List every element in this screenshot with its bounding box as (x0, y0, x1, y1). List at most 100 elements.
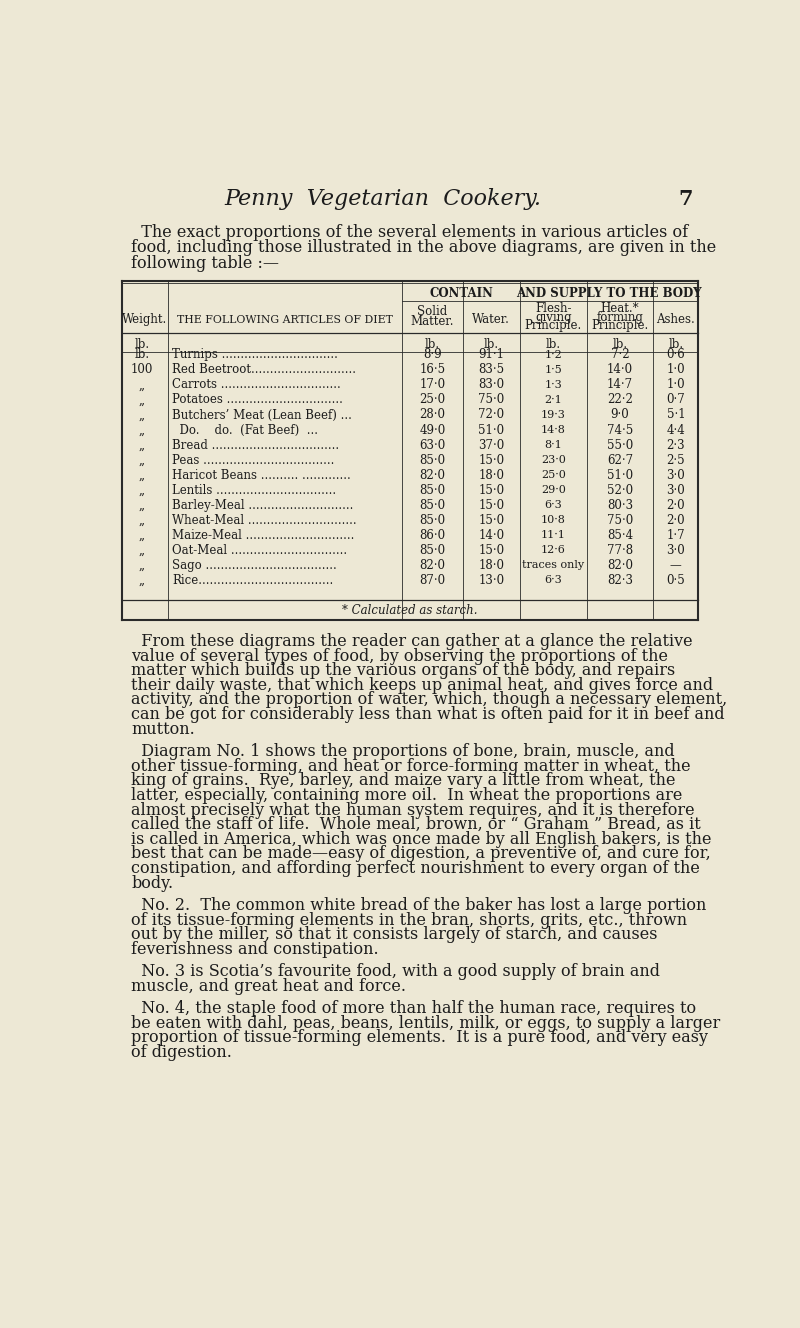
Text: 0·6: 0·6 (666, 348, 685, 361)
Text: Turnips ...............................: Turnips ............................... (172, 348, 338, 361)
Text: 6·3: 6·3 (545, 501, 562, 510)
Text: activity, and the proportion of water, which, though a necessary element,: activity, and the proportion of water, w… (131, 692, 727, 708)
Text: „: „ (139, 483, 145, 497)
Text: Lentils ................................: Lentils ................................ (172, 483, 336, 497)
Text: Solid: Solid (418, 305, 448, 319)
Text: 0·7: 0·7 (666, 393, 685, 406)
Text: 62·7: 62·7 (607, 454, 633, 466)
Text: Wheat-Meal .............................: Wheat-Meal ............................. (172, 514, 357, 527)
Text: 82·0: 82·0 (607, 559, 633, 571)
Text: lb.: lb. (134, 337, 150, 351)
Text: 14·0: 14·0 (478, 529, 505, 542)
Text: Sago ...................................: Sago ................................... (172, 559, 337, 571)
Text: „: „ (139, 574, 145, 587)
Text: Weight.: Weight. (122, 313, 167, 325)
Text: 15·0: 15·0 (478, 543, 505, 556)
Text: Oat-Meal ...............................: Oat-Meal ............................... (172, 543, 347, 556)
Text: 85·0: 85·0 (419, 514, 446, 527)
Text: „: „ (139, 543, 145, 556)
Text: Barley-Meal ............................: Barley-Meal ............................ (172, 498, 354, 511)
Text: 72·0: 72·0 (478, 409, 505, 421)
Text: 25·0: 25·0 (419, 393, 446, 406)
Text: body.: body. (131, 875, 173, 891)
Text: lb.: lb. (134, 348, 150, 361)
Text: proportion of tissue-forming elements.  It is a pure food, and very easy: proportion of tissue-forming elements. I… (131, 1029, 708, 1046)
Text: best that can be made—easy of digestion, a preventive of, and cure for,: best that can be made—easy of digestion,… (131, 846, 710, 862)
Text: 51·0: 51·0 (478, 424, 505, 437)
Text: „: „ (139, 498, 145, 511)
Text: 13·0: 13·0 (478, 574, 505, 587)
Text: 18·0: 18·0 (478, 469, 504, 482)
Text: 85·0: 85·0 (419, 454, 446, 466)
Text: 51·0: 51·0 (607, 469, 633, 482)
Text: 1·7: 1·7 (666, 529, 685, 542)
Text: 15·0: 15·0 (478, 498, 505, 511)
Text: giving: giving (535, 311, 572, 324)
Text: 4·4: 4·4 (666, 424, 685, 437)
Text: 0·5: 0·5 (666, 574, 685, 587)
Text: 82·0: 82·0 (419, 469, 446, 482)
Text: 83·0: 83·0 (478, 378, 505, 392)
Text: 75·0: 75·0 (607, 514, 633, 527)
Text: almost precisely what the human system requires, and it is therefore: almost precisely what the human system r… (131, 802, 694, 818)
Text: 28·0: 28·0 (419, 409, 446, 421)
Text: can be got for considerably less than what is often paid for it in beef and: can be got for considerably less than wh… (131, 706, 725, 722)
Text: king of grains.  Rye, barley, and maize vary a little from wheat, the: king of grains. Rye, barley, and maize v… (131, 773, 675, 789)
Text: 17·0: 17·0 (419, 378, 446, 392)
Text: —: — (670, 559, 682, 571)
Text: Principle.: Principle. (591, 319, 649, 332)
Text: Peas ...................................: Peas ................................... (172, 454, 334, 466)
Text: 91·1: 91·1 (478, 348, 504, 361)
Text: Do.    do.  (Fat Beef)  ...: Do. do. (Fat Beef) ... (172, 424, 318, 437)
Text: 85·4: 85·4 (607, 529, 633, 542)
Text: „: „ (139, 454, 145, 466)
Text: 15·0: 15·0 (478, 454, 505, 466)
Text: matter which builds up the various organs of the body, and repairs: matter which builds up the various organ… (131, 663, 675, 679)
Text: Ashes.: Ashes. (657, 313, 695, 325)
Text: 87·0: 87·0 (419, 574, 446, 587)
Text: 5·1: 5·1 (666, 409, 685, 421)
Text: traces only: traces only (522, 560, 585, 570)
Text: 1·0: 1·0 (666, 378, 685, 392)
Text: „: „ (139, 424, 145, 437)
Text: Rice....................................: Rice.................................... (172, 574, 334, 587)
Text: 2·0: 2·0 (666, 514, 685, 527)
Text: 19·3: 19·3 (541, 410, 566, 420)
Text: muscle, and great heat and force.: muscle, and great heat and force. (131, 977, 406, 995)
Text: constipation, and affording perfect nourishment to every organ of the: constipation, and affording perfect nour… (131, 861, 700, 876)
Text: 18·0: 18·0 (478, 559, 504, 571)
Text: 14·7: 14·7 (607, 378, 633, 392)
Text: 100: 100 (130, 364, 153, 376)
Text: No. 3 is Scotia’s favourite food, with a good supply of brain and: No. 3 is Scotia’s favourite food, with a… (131, 963, 660, 980)
Text: 25·0: 25·0 (541, 470, 566, 479)
Text: 10·8: 10·8 (541, 515, 566, 525)
Text: Penny  Vegetarian  Cookery.: Penny Vegetarian Cookery. (224, 189, 542, 210)
Text: „: „ (139, 529, 145, 542)
Text: 15·0: 15·0 (478, 514, 505, 527)
Text: value of several types of food, by observing the proportions of the: value of several types of food, by obser… (131, 648, 668, 664)
Text: 8·9: 8·9 (423, 348, 442, 361)
Text: 1·2: 1·2 (545, 351, 562, 360)
Text: 82·3: 82·3 (607, 574, 633, 587)
Text: 23·0: 23·0 (541, 456, 566, 465)
Text: 85·0: 85·0 (419, 543, 446, 556)
Text: 22·2: 22·2 (607, 393, 633, 406)
Text: 49·0: 49·0 (419, 424, 446, 437)
Text: 2·0: 2·0 (666, 498, 685, 511)
Text: 14·0: 14·0 (607, 364, 633, 376)
Text: food, including those illustrated in the above diagrams, are given in the: food, including those illustrated in the… (131, 239, 716, 256)
Text: 9·0: 9·0 (610, 409, 630, 421)
Text: „: „ (139, 393, 145, 406)
Text: 2·1: 2·1 (545, 394, 562, 405)
Text: their daily waste, that which keeps up animal heat, and gives force and: their daily waste, that which keeps up a… (131, 677, 713, 693)
Text: No. 4, the staple food of more than half the human race, requires to: No. 4, the staple food of more than half… (131, 1000, 696, 1017)
Text: „: „ (139, 514, 145, 527)
Text: feverishness and constipation.: feverishness and constipation. (131, 940, 378, 957)
Text: „: „ (139, 559, 145, 571)
Text: CONTAIN: CONTAIN (430, 287, 493, 300)
Text: 85·0: 85·0 (419, 483, 446, 497)
Text: Matter.: Matter. (410, 315, 454, 328)
Text: 3·0: 3·0 (666, 543, 685, 556)
Text: 2·3: 2·3 (666, 438, 685, 452)
Text: of digestion.: of digestion. (131, 1044, 232, 1061)
